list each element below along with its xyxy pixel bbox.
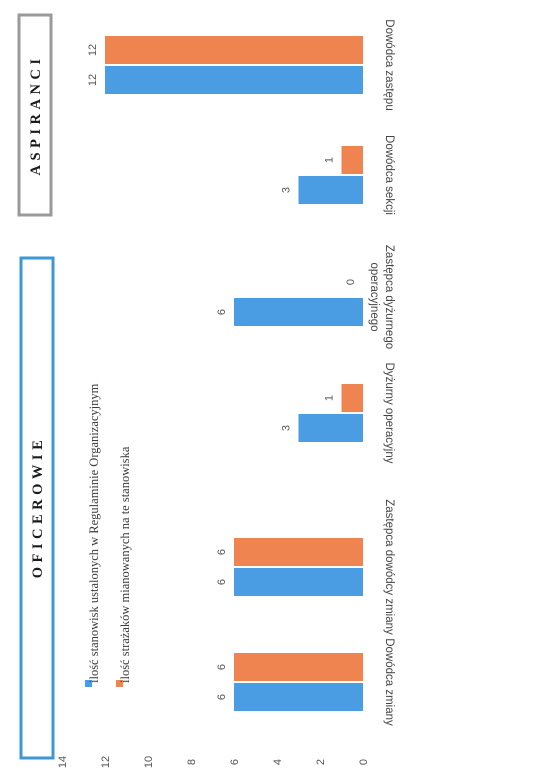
- category-label: Zastępca dowódcy zmiany: [383, 499, 395, 635]
- group-box-oficerowie-frame: [19, 256, 55, 760]
- legend-swatch-series-0: [85, 680, 92, 687]
- category-label: Zastępca dyżurnego: [383, 245, 395, 349]
- value-label-series-1: 1: [324, 395, 336, 401]
- bar-series-0: [298, 414, 363, 442]
- category-label: Dowódca zmiany: [383, 638, 395, 726]
- value-label-series-1: 6: [216, 664, 228, 670]
- value-label-series-0: 6: [216, 309, 228, 315]
- bar-series-0: [234, 298, 363, 326]
- value-label-series-1: 0: [345, 279, 357, 285]
- legend-label-series-0: ilość stanowisk ustalonych w Regulaminie…: [87, 383, 101, 683]
- group-box-aspiranci: ASPIRANCI: [17, 13, 53, 217]
- y-tick-label: 10: [143, 756, 155, 768]
- bar-series-1: [341, 384, 363, 412]
- bar-series-1: [234, 538, 363, 566]
- bars-group: [105, 36, 363, 711]
- y-tick-label: 6: [229, 759, 241, 765]
- group-box-aspiranci-frame: [17, 13, 53, 217]
- y-tick-label: 4: [272, 759, 284, 765]
- legend-swatch-series-1: [116, 680, 123, 687]
- y-axis-ticks: 0 2 4 6 8 10 12 14: [57, 756, 370, 768]
- legend: ilość stanowisk ustalonych w Regulaminie…: [85, 383, 132, 687]
- bar-series-1: [234, 653, 363, 681]
- y-tick-label: 8: [186, 759, 198, 765]
- value-label-series-0: 3: [281, 425, 293, 431]
- y-tick-label: 14: [57, 756, 69, 768]
- bar-series-1: [105, 36, 363, 64]
- value-label-series-0: 6: [216, 579, 228, 585]
- value-label-series-0: 6: [216, 694, 228, 700]
- bar-series-0: [234, 683, 363, 711]
- y-tick-label: 12: [100, 756, 112, 768]
- value-labels: 6 6 6 6 3 1 6 0 3 1 12 12: [87, 44, 357, 700]
- category-labels: Dowódca zmiany Zastępca dowódcy zmiany Dyż…: [368, 19, 395, 726]
- category-label: Dyżurny operacyjny: [383, 363, 395, 464]
- value-label-series-1: 6: [216, 549, 228, 555]
- y-tick-label: 2: [315, 759, 327, 765]
- value-label-series-1: 1: [324, 157, 336, 163]
- legend-label-series-1: ilość strażaków mianowanych na te stanow…: [118, 446, 132, 683]
- category-label: operacyjnego: [368, 262, 380, 331]
- category-label: Dowódca zastępu: [383, 19, 395, 110]
- bar-series-0: [105, 66, 363, 94]
- y-tick-label: 0: [358, 759, 370, 765]
- bar-series-0: [234, 568, 363, 596]
- category-label: Dowódca sekcji: [383, 135, 395, 215]
- group-label-aspiranci: ASPIRANCI: [28, 54, 44, 175]
- bar-series-1: [341, 146, 363, 174]
- bar-series-0: [298, 176, 363, 204]
- group-label-oficerowie: OFICEROWIE: [30, 436, 46, 579]
- value-label-series-1: 12: [87, 44, 99, 56]
- value-label-series-0: 3: [281, 187, 293, 193]
- value-label-series-0: 12: [87, 74, 99, 86]
- group-box-oficerowie: OFICEROWIE: [19, 256, 55, 760]
